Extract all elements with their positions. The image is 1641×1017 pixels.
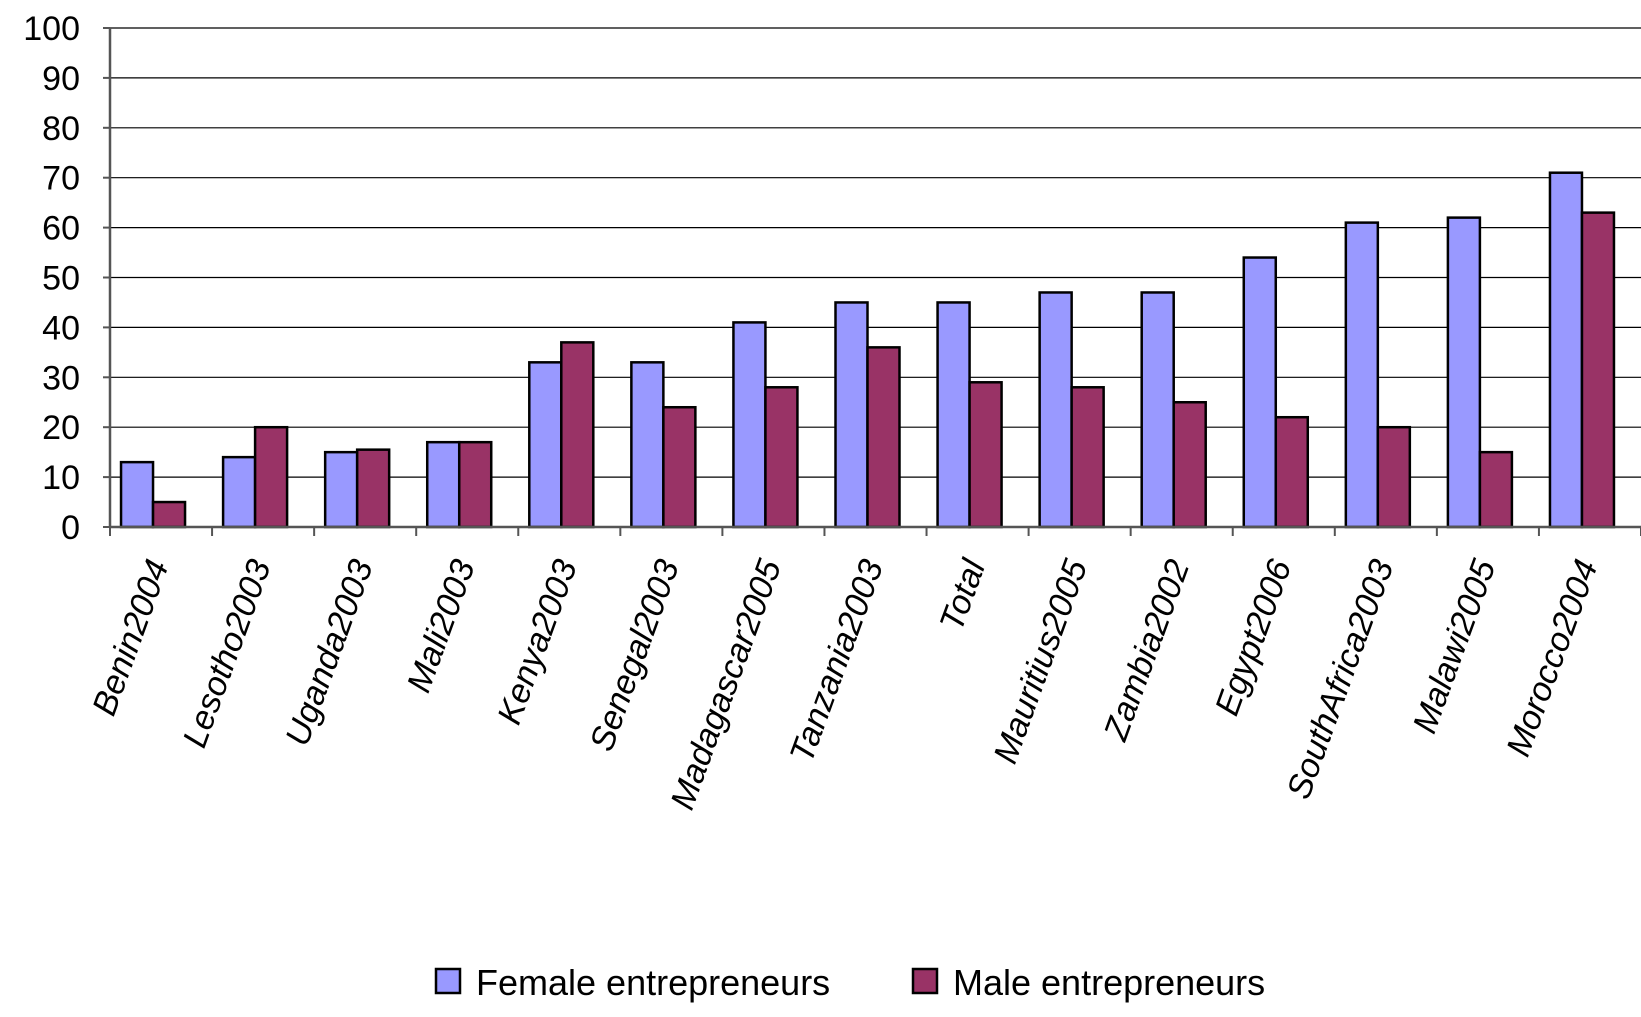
male-bar-kenya2003 bbox=[560, 341, 595, 529]
female-bar-southafrica2003 bbox=[1344, 221, 1380, 529]
female-bar-mali2003 bbox=[425, 440, 461, 529]
male-bar-senegal2003 bbox=[662, 405, 697, 529]
x-tick-label: Morocco2004 bbox=[1499, 555, 1605, 762]
y-tick-label: 60 bbox=[42, 210, 80, 248]
male-bar-mali2003 bbox=[457, 440, 493, 529]
male-bar-malawi2005 bbox=[1478, 450, 1514, 529]
male-bar-lesotho2003 bbox=[253, 425, 289, 529]
gridlines bbox=[110, 27, 1641, 478]
female-bar-uganda2003 bbox=[323, 450, 359, 529]
x-tick-label: Malawi2005 bbox=[1406, 555, 1504, 739]
female-bar-senegal2003 bbox=[630, 361, 665, 529]
legend-label-male: Male entrepreneurs bbox=[953, 962, 1265, 1003]
female-bar-lesotho2003 bbox=[221, 455, 257, 529]
female-bar-morocco2004 bbox=[1548, 171, 1584, 529]
x-tick-label: Senegal2003 bbox=[583, 555, 687, 756]
y-axis-ticks: 0 10 20 30 40 50 60 70 80 90 100 bbox=[23, 10, 110, 547]
x-tick-label: Kenya2003 bbox=[490, 555, 585, 730]
bars bbox=[119, 171, 1616, 529]
y-tick-label: 40 bbox=[42, 309, 80, 347]
x-tick-label: Uganda2003 bbox=[278, 555, 380, 751]
female-bar-zambia2002 bbox=[1140, 291, 1175, 529]
male-bar-total bbox=[968, 381, 1003, 529]
female-bar-benin2004 bbox=[119, 460, 155, 529]
x-tick-label: Lesotho2003 bbox=[176, 555, 279, 753]
y-tick-label: 10 bbox=[42, 459, 80, 497]
y-tick-label: 80 bbox=[42, 110, 80, 148]
y-tick-label: 90 bbox=[42, 60, 80, 98]
female-bar-kenya2003 bbox=[528, 361, 563, 529]
legend: Female entrepreneurs Male entrepreneurs bbox=[434, 962, 1265, 1003]
female-bar-mauritius2005 bbox=[1038, 291, 1073, 529]
legend-swatch-female bbox=[434, 967, 462, 995]
male-bar-madagascar2005 bbox=[764, 386, 799, 529]
y-tick-label: 70 bbox=[42, 160, 80, 198]
x-tick-label: Mali2003 bbox=[400, 555, 483, 698]
female-bar-total bbox=[936, 301, 971, 529]
female-bar-egypt2006 bbox=[1242, 256, 1278, 529]
male-bar-morocco2004 bbox=[1580, 211, 1616, 529]
female-bar-madagascar2005 bbox=[732, 321, 767, 529]
x-tick-label: Madagascar2005 bbox=[663, 555, 789, 815]
x-tick-label: SouthAfrica2003 bbox=[1280, 555, 1402, 804]
x-tick-label: Tanzania2003 bbox=[783, 555, 891, 768]
y-tick-label: 20 bbox=[42, 409, 80, 447]
male-bar-benin2004 bbox=[151, 500, 187, 529]
y-tick-label: 50 bbox=[42, 260, 80, 298]
female-bar-tanzania2003 bbox=[834, 301, 869, 529]
female-bar-malawi2005 bbox=[1446, 216, 1482, 529]
male-bar-tanzania2003 bbox=[866, 346, 901, 529]
legend-swatch-male bbox=[911, 967, 939, 995]
y-tick-label: 100 bbox=[23, 10, 80, 48]
y-tick-label: 30 bbox=[42, 359, 80, 397]
male-bar-egypt2006 bbox=[1274, 415, 1310, 529]
x-tick-label: Benin2004 bbox=[85, 555, 176, 721]
y-tick-label: 0 bbox=[61, 509, 80, 547]
x-tick-label: Egypt2006 bbox=[1208, 555, 1299, 721]
x-tick-label: Total bbox=[933, 553, 994, 635]
x-tick-label: Mauritius2005 bbox=[986, 555, 1095, 769]
male-bar-southafrica2003 bbox=[1376, 425, 1412, 529]
male-bar-mauritius2005 bbox=[1070, 386, 1105, 529]
x-axis-ticks: Benin2004 Lesotho2003 Uganda2003 Mali2003 Ke… bbox=[85, 527, 1641, 815]
male-bar-zambia2002 bbox=[1172, 401, 1207, 529]
x-tick-label: Zambia2002 bbox=[1097, 555, 1198, 747]
legend-label-female: Female entrepreneurs bbox=[476, 962, 830, 1003]
male-bar-uganda2003 bbox=[355, 448, 391, 529]
